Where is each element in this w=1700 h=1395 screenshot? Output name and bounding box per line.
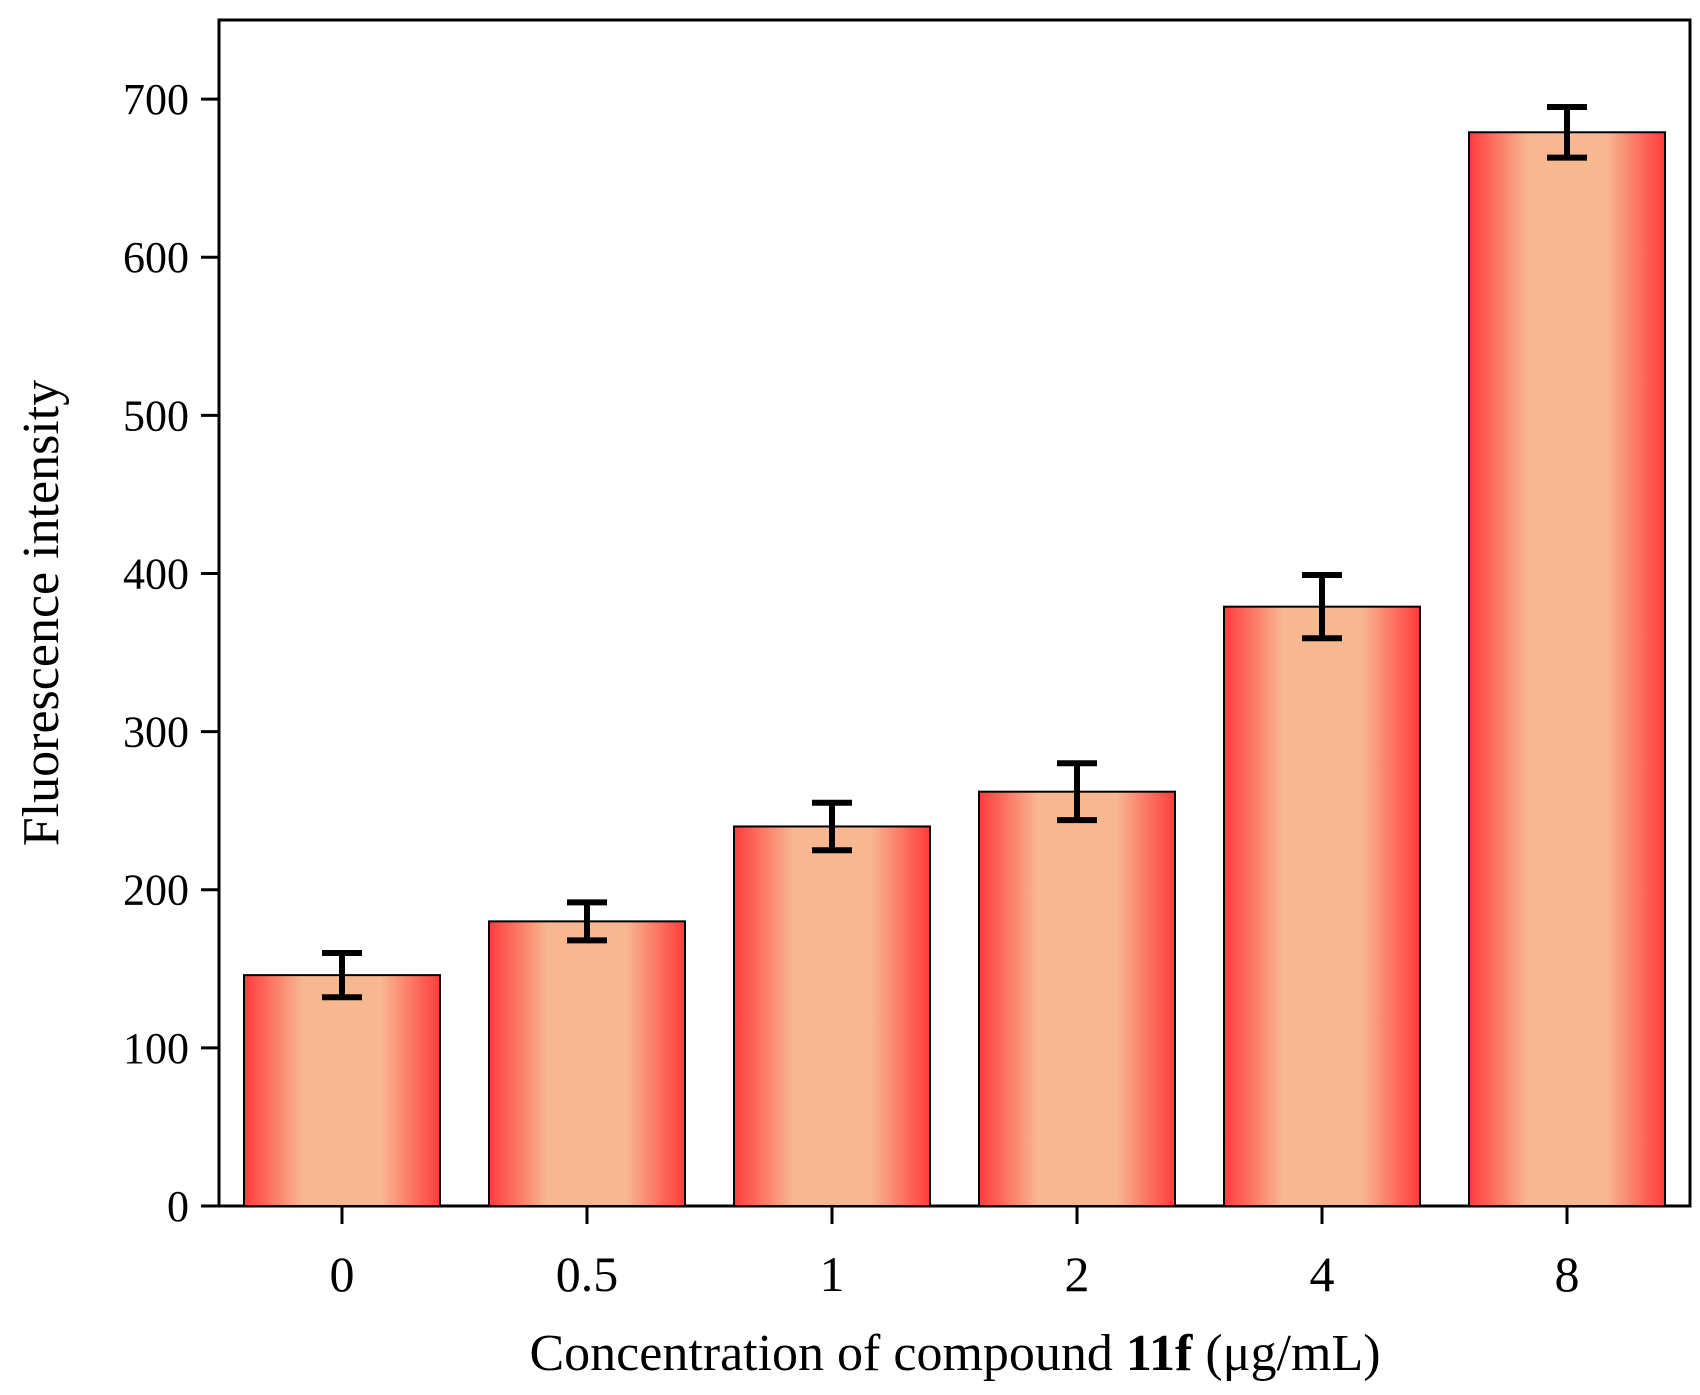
x-axis-title-suffix: (μg/mL) [1192, 1325, 1380, 1382]
bar-0.5 [488, 920, 686, 1207]
bar-1 [733, 825, 931, 1207]
plot-frame [217, 18, 1692, 1208]
y-axis-title: Fluorescence intensity [13, 380, 70, 846]
y-tick-label-300: 300 [123, 708, 189, 757]
y-tick-label-700: 700 [123, 75, 189, 124]
y-tick-label-400: 400 [123, 549, 189, 598]
x-tick-label-8: 8 [1555, 1246, 1580, 1302]
y-tick-label-0: 0 [167, 1182, 189, 1231]
x-tick-label-4: 4 [1310, 1246, 1335, 1302]
y-axis: 0 100 200 300 400 500 600 700 [123, 75, 219, 1231]
x-axis-title-compound: 11f [1126, 1325, 1193, 1382]
x-tick-label-0: 0 [330, 1246, 355, 1302]
y-tick-label-200: 200 [123, 866, 189, 915]
y-tick-label-100: 100 [123, 1024, 189, 1073]
bars-layer [243, 131, 1666, 1208]
error-bars-layer [322, 103, 1587, 1001]
x-axis-title-prefix: Concentration of compound [529, 1325, 1125, 1382]
x-tick-label-0.5: 0.5 [556, 1246, 619, 1302]
y-tick-label-600: 600 [123, 233, 189, 282]
x-tick-label-1: 1 [820, 1246, 845, 1302]
bar-2 [978, 790, 1176, 1207]
x-tick-label-2: 2 [1065, 1246, 1090, 1302]
x-axis-title: Concentration of compound 11f (μg/mL) [529, 1325, 1380, 1382]
x-axis: 0 0.5 1 2 4 8 [330, 1206, 1580, 1302]
y-tick-label-500: 500 [123, 391, 189, 440]
bar-4 [1223, 605, 1421, 1207]
bar-8 [1468, 131, 1666, 1208]
bar-0 [243, 974, 441, 1207]
